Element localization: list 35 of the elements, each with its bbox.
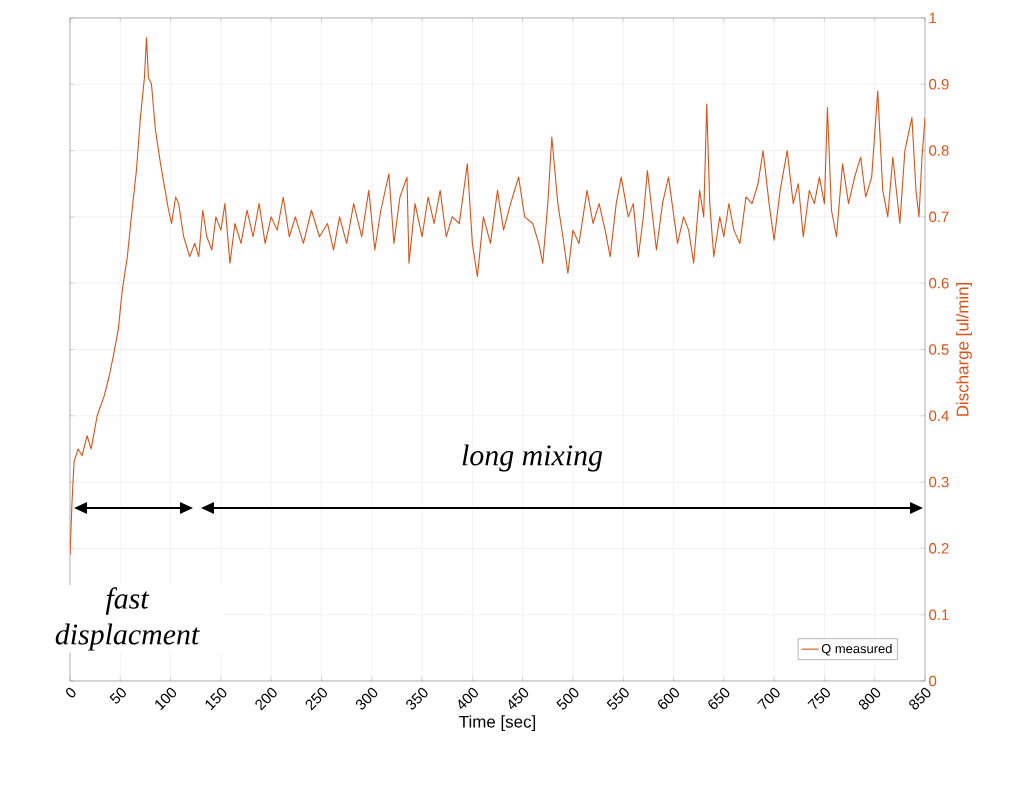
annotation: long mixing xyxy=(462,444,603,472)
x-tick-label: 450 xyxy=(508,687,529,710)
x-tick-label: 50 xyxy=(109,687,126,704)
y-tick-label: 0.6 xyxy=(929,277,949,289)
x-tick-label: 400 xyxy=(458,687,478,710)
x-tick-label: 800 xyxy=(858,687,881,710)
y-tick-label: 0.9 xyxy=(929,78,949,90)
x-tick-label: 250 xyxy=(305,687,327,711)
x-tick-label: 100 xyxy=(155,687,177,711)
y-axis-title: Discharge [ul/min] xyxy=(956,282,972,416)
x-tick-label: 750 xyxy=(807,687,830,710)
legend-label: Q measured xyxy=(821,643,892,656)
y-tick-label: 0.7 xyxy=(929,211,949,223)
x-tick-label: 550 xyxy=(606,687,629,710)
x-axis-title: Time [sec] xyxy=(459,715,536,732)
y-tick-label: 1 xyxy=(929,12,937,24)
x-tick-label: 700 xyxy=(757,687,780,710)
annotation: fast displacment xyxy=(55,587,200,651)
y-tick-label: 0.8 xyxy=(929,145,949,156)
x-tick-label: 300 xyxy=(355,687,378,710)
x-tick-label: 600 xyxy=(658,687,680,710)
x-tick-label: 850 xyxy=(909,687,931,710)
y-tick-label: 0 xyxy=(929,675,937,687)
x-tick-label: 0 xyxy=(66,687,76,698)
x-tick-label: 500 xyxy=(556,687,579,710)
y-tick-label: 0.1 xyxy=(929,609,949,620)
line-series xyxy=(70,37,926,556)
y-tick-label: 0.5 xyxy=(929,344,949,355)
y-tick-label: 0.3 xyxy=(929,476,949,488)
x-tick-label: 650 xyxy=(708,687,730,710)
x-tick-label: 150 xyxy=(205,687,227,711)
y-tick-label: 0.2 xyxy=(929,543,949,554)
x-tick-label: 350 xyxy=(406,687,428,710)
x-tick-label: 200 xyxy=(255,687,277,711)
y-tick-label: 0.4 xyxy=(929,410,949,422)
